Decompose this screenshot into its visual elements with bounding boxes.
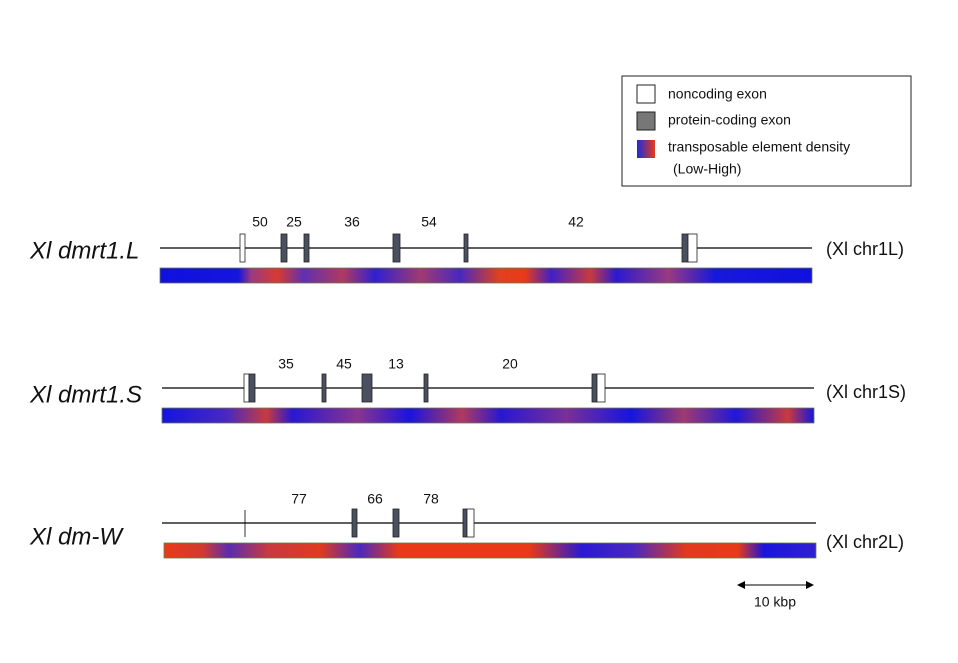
coding-exon	[423, 373, 429, 403]
coding-exon	[351, 508, 358, 538]
coding-exon	[280, 233, 288, 263]
gene-name: Xl dmrt1.S	[29, 381, 142, 408]
chromosome-label: (Xl chr1S)	[826, 382, 906, 402]
legend-box	[621, 75, 912, 187]
legend-label: transposable element density	[668, 139, 850, 155]
te-density-strip	[159, 267, 813, 284]
intron-label: 50	[252, 214, 268, 230]
te-density-strip	[161, 407, 815, 424]
legend: noncoding exon protein-coding exon trans…	[621, 75, 912, 187]
legend-label: noncoding exon	[668, 86, 767, 102]
intron-label: 78	[423, 491, 439, 507]
chromosome-label: (Xl chr1L)	[826, 239, 904, 259]
coding-exon	[392, 233, 401, 263]
gene-name: Xl dmrt1.L	[29, 237, 139, 264]
intron-label: 42	[568, 214, 584, 230]
legend-swatch	[636, 111, 656, 131]
coding-exon	[361, 373, 373, 403]
coding-exon	[462, 508, 468, 538]
legend-label: (Low-High)	[673, 161, 741, 177]
noncoding-exon	[243, 373, 250, 403]
coding-exon	[681, 233, 689, 263]
legend-swatch	[636, 84, 656, 104]
noncoding-exon	[239, 233, 246, 263]
intron-label: 77	[291, 491, 307, 507]
noncoding-exon	[687, 233, 698, 263]
chromosome-label: (Xl chr2L)	[826, 532, 904, 552]
intron-label: 36	[344, 214, 360, 230]
noncoding-exon	[596, 373, 606, 403]
gene-name: Xl dm-W	[29, 523, 124, 550]
intron-label: 66	[367, 491, 383, 507]
coding-exon	[248, 373, 256, 403]
noncoding-exon	[466, 508, 475, 538]
intron-label: 20	[502, 356, 518, 372]
coding-exon	[392, 508, 400, 538]
intron-label: 45	[336, 356, 352, 372]
scale-bar: 10 kbp	[737, 581, 814, 610]
scale-label: 10 kbp	[754, 594, 796, 610]
coding-exon	[591, 373, 598, 403]
intron-label: 25	[286, 214, 302, 230]
intron-label: 54	[421, 214, 437, 230]
intron-label: 13	[388, 356, 404, 372]
legend-swatch	[637, 140, 655, 158]
legend-label: protein-coding exon	[668, 112, 791, 128]
coding-exon	[303, 233, 310, 263]
te-density-strip	[163, 542, 817, 559]
intron-label: 35	[278, 356, 294, 372]
coding-exon	[321, 373, 327, 403]
coding-exon	[463, 233, 469, 263]
